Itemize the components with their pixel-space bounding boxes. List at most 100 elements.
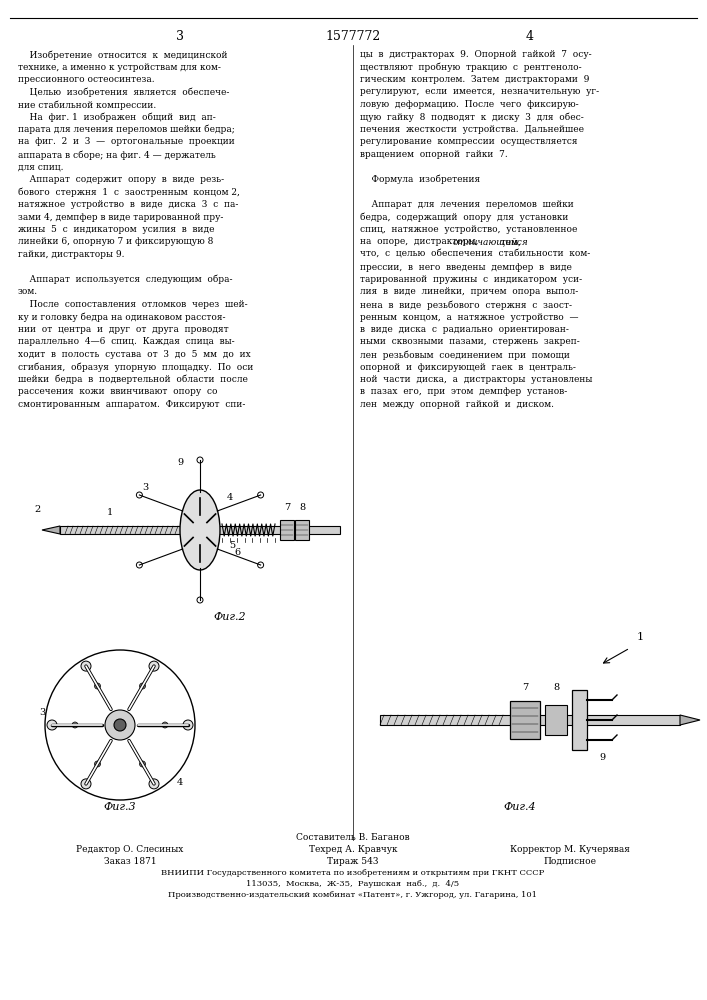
Text: 9: 9 (599, 753, 605, 762)
FancyBboxPatch shape (60, 526, 340, 534)
Text: бедра,  содержащий  опору  для  установки: бедра, содержащий опору для установки (360, 213, 568, 222)
Text: зом.: зом. (18, 288, 38, 296)
Text: Фиг.2: Фиг.2 (214, 612, 246, 622)
FancyBboxPatch shape (572, 690, 587, 750)
Text: линейки 6, опорную 7 и фиксирующую 8: линейки 6, опорную 7 и фиксирующую 8 (18, 237, 214, 246)
Text: На  фиг. 1  изображен  общий  вид  ап-: На фиг. 1 изображен общий вид ап- (18, 112, 216, 122)
FancyBboxPatch shape (545, 705, 567, 735)
Text: Подписное: Подписное (544, 857, 597, 866)
Text: Фиг.3: Фиг.3 (104, 802, 136, 812)
Text: 5: 5 (229, 541, 235, 550)
Text: Составитель В. Баганов: Составитель В. Баганов (296, 833, 410, 842)
Circle shape (47, 720, 57, 730)
Text: ходит  в  полость  сустава  от  3  до  5  мм  до  их: ходит в полость сустава от 3 до 5 мм до … (18, 350, 251, 359)
Text: Редактор О. Слесиных: Редактор О. Слесиных (76, 845, 184, 854)
Text: регулирование  компрессии  осуществляется: регулирование компрессии осуществляется (360, 137, 578, 146)
Circle shape (139, 761, 146, 767)
Text: отличающийся: отличающийся (452, 237, 528, 246)
Text: щую  гайку  8  подводят  к  диску  3  для  обес-: щую гайку 8 подводят к диску 3 для обес- (360, 112, 584, 122)
FancyBboxPatch shape (295, 520, 309, 540)
Text: аппарата в сборе; на фиг. 4 — держатель: аппарата в сборе; на фиг. 4 — держатель (18, 150, 216, 159)
Circle shape (183, 720, 193, 730)
Text: 1: 1 (107, 508, 113, 517)
Text: лия  в  виде  линейки,  причем  опора  выпол-: лия в виде линейки, причем опора выпол- (360, 288, 578, 296)
Text: Техред А. Кравчук: Техред А. Кравчук (309, 845, 397, 854)
Circle shape (197, 597, 203, 603)
Text: ние стабильной компрессии.: ние стабильной компрессии. (18, 100, 156, 109)
Text: жины  5  с  индикатором  усилия  в  виде: жины 5 с индикатором усилия в виде (18, 225, 214, 234)
Circle shape (136, 492, 142, 498)
Polygon shape (42, 526, 60, 534)
Circle shape (136, 562, 142, 568)
Text: ВНИИПИ Государственного комитета по изобретениям и открытиям при ГКНТ СССР: ВНИИПИ Государственного комитета по изоб… (161, 869, 544, 877)
Text: 3: 3 (39, 708, 45, 717)
Text: 8: 8 (299, 503, 305, 512)
Text: ными  сквозными  пазами,  стержень  закреп-: ными сквозными пазами, стержень закреп- (360, 338, 580, 347)
Text: смонтированным  аппаратом.  Фиксируют  спи-: смонтированным аппаратом. Фиксируют спи- (18, 400, 245, 409)
Text: Тираж 543: Тираж 543 (327, 857, 379, 866)
Circle shape (81, 779, 91, 789)
Circle shape (139, 683, 146, 689)
Text: цы  в  дистракторах  9.  Опорной  гайкой  7  осу-: цы в дистракторах 9. Опорной гайкой 7 ос… (360, 50, 592, 59)
Text: прессии,  в  него  введены  демпфер  в  виде: прессии, в него введены демпфер в виде (360, 262, 572, 271)
Text: ной  части  диска,  а  дистракторы  установлены: ной части диска, а дистракторы установле… (360, 375, 592, 384)
Text: сгибания,  образуя  упорную  площадку.  По  оси: сгибания, образуя упорную площадку. По о… (18, 362, 253, 372)
Text: шейки  бедра  в  подвертельной  области  после: шейки бедра в подвертельной области посл… (18, 375, 248, 384)
Text: 4: 4 (526, 30, 534, 43)
Circle shape (149, 779, 159, 789)
Text: гическим  контролем.  Затем  дистракторами  9: гическим контролем. Затем дистракторами … (360, 75, 590, 84)
Text: тем,: тем, (495, 237, 521, 246)
Text: 3: 3 (176, 30, 184, 43)
Text: параллельно  4—6  спиц.  Каждая  спица  вы-: параллельно 4—6 спиц. Каждая спица вы- (18, 338, 235, 347)
Ellipse shape (180, 490, 220, 570)
Circle shape (45, 650, 195, 800)
Text: 8: 8 (553, 683, 559, 692)
FancyBboxPatch shape (510, 701, 540, 739)
Text: в  виде  диска  с  радиально  ориентирован-: в виде диска с радиально ориентирован- (360, 325, 569, 334)
Text: на  опоре,  дистракторы,: на опоре, дистракторы, (360, 237, 484, 246)
Text: печения  жесткости  устройства.  Дальнейшее: печения жесткости устройства. Дальнейшее (360, 125, 584, 134)
Circle shape (114, 719, 126, 731)
Text: тарированной  пружины  с  индикатором  уси-: тарированной пружины с индикатором уси- (360, 275, 582, 284)
Text: опорной  и  фиксирующей  гаек  в  централь-: опорной и фиксирующей гаек в централь- (360, 362, 576, 371)
Text: Аппарат  для  лечения  переломов  шейки: Аппарат для лечения переломов шейки (360, 200, 574, 209)
Text: ку и головку бедра на одинаковом расстоя-: ку и головку бедра на одинаковом расстоя… (18, 312, 226, 322)
Text: 1577772: 1577772 (325, 30, 380, 43)
Text: 4: 4 (177, 778, 183, 787)
Text: что,  с  целью  обеспечения  стабильности  ком-: что, с целью обеспечения стабильности ко… (360, 250, 590, 259)
Circle shape (81, 661, 91, 671)
Text: Корректор М. Кучерявая: Корректор М. Кучерявая (510, 845, 630, 854)
Text: для спиц.: для спиц. (18, 162, 64, 172)
Text: Формула  изобретения: Формула изобретения (360, 175, 480, 184)
Text: на  фиг.  2  и  3  —  ортогональные  проекции: на фиг. 2 и 3 — ортогональные проекции (18, 137, 235, 146)
Circle shape (162, 722, 168, 728)
Circle shape (257, 562, 264, 568)
Text: 7: 7 (284, 503, 290, 512)
Text: Изобретение  относится  к  медицинской: Изобретение относится к медицинской (18, 50, 228, 60)
Text: 9: 9 (177, 458, 183, 467)
Text: 113035,  Москва,  Ж-35,  Раушская  наб.,  д.  4/5: 113035, Москва, Ж-35, Раушская наб., д. … (247, 880, 460, 888)
Circle shape (95, 683, 100, 689)
Circle shape (257, 492, 264, 498)
Circle shape (95, 761, 100, 767)
Text: 7: 7 (522, 683, 528, 692)
Text: в  пазах  его,  при  этом  демпфер  установ-: в пазах его, при этом демпфер установ- (360, 387, 567, 396)
Text: 4: 4 (227, 493, 233, 502)
Polygon shape (680, 715, 700, 725)
Text: ловую  деформацию.  После  чего  фиксирую-: ловую деформацию. После чего фиксирую- (360, 100, 578, 109)
Text: ренным  концом,  а  натяжное  устройство  —: ренным концом, а натяжное устройство — (360, 312, 578, 322)
Text: прессионного остеосинтеза.: прессионного остеосинтеза. (18, 75, 155, 84)
Circle shape (197, 457, 203, 463)
Text: спиц,  натяжное  устройство,  установленное: спиц, натяжное устройство, установленное (360, 225, 578, 234)
Text: лен  между  опорной  гайкой  и  диском.: лен между опорной гайкой и диском. (360, 400, 554, 409)
Text: технике, а именно к устройствам для ком-: технике, а именно к устройствам для ком- (18, 62, 221, 72)
Text: гайки, дистракторы 9.: гайки, дистракторы 9. (18, 250, 124, 259)
Text: Фиг.4: Фиг.4 (503, 802, 537, 812)
Text: нии  от  центра  и  друг  от  друга  проводят: нии от центра и друг от друга проводят (18, 325, 228, 334)
Text: нена  в  виде  резьбового  стержня  с  заост-: нена в виде резьбового стержня с заост- (360, 300, 572, 310)
Text: регулируют,  если  имеется,  незначительную  уг-: регулируют, если имеется, незначительную… (360, 88, 599, 97)
Text: 2: 2 (35, 506, 41, 514)
Text: 6: 6 (234, 548, 240, 557)
Circle shape (105, 710, 135, 740)
Text: 3: 3 (142, 483, 148, 492)
